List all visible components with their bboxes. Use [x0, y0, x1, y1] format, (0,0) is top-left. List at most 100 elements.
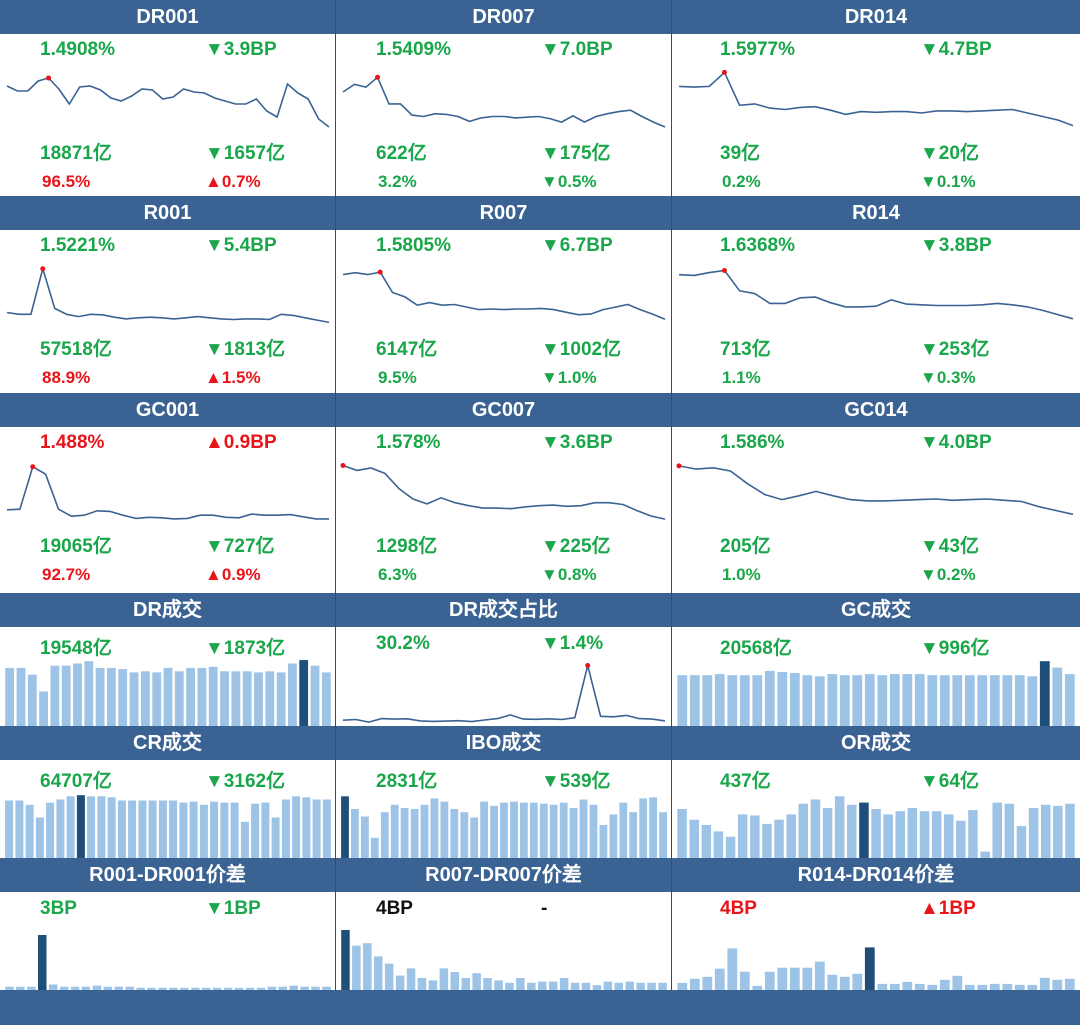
r014-series-line	[678, 269, 1074, 320]
panel-gc001: GC001 1.488% ▲0.9BP 19065亿 ▼727亿 92.7% ▲0.9%	[0, 393, 336, 593]
r001_dr001_spread-bar	[256, 987, 266, 990]
gc007-series-line	[342, 464, 666, 520]
r007-chart	[342, 269, 666, 320]
r014_dr014_spread-bar	[1052, 979, 1063, 990]
panel-r001: R001 1.5221% ▼5.4BP 57518亿 ▼1813亿 88.9% ▲1.5%	[0, 196, 336, 393]
r007_dr007_spread-bar	[406, 968, 416, 990]
or_vol-bar	[822, 808, 833, 858]
ibo_vol-bar	[370, 837, 379, 858]
ibo_vol-bar	[549, 804, 558, 858]
cr_vol-bar	[281, 799, 290, 858]
change-value: ▼1BP	[205, 898, 261, 919]
r014_dr014_spread-bar	[764, 971, 775, 990]
cr_vol-bar	[220, 802, 229, 858]
r001_dr001_spread-bar	[70, 986, 80, 990]
r001_dr001_spread-bar	[5, 986, 14, 990]
dr_vol-bar	[231, 671, 241, 726]
panel-dr_vol: DR成交 19548亿 ▼1873亿	[0, 593, 336, 726]
r007_dr007_spread-bar	[581, 982, 591, 990]
r007_dr007_spread-bar	[658, 982, 667, 990]
r014_dr014_spread-bar	[877, 983, 888, 990]
volume-change: ▼225亿	[541, 536, 611, 557]
dr_vol-bar	[197, 667, 207, 726]
dr_vol-bar	[152, 672, 162, 726]
or_vol-bar	[931, 811, 942, 858]
panel-ibo_vol: IBO成交 2831亿 ▼539亿	[336, 726, 672, 858]
r001_dr001_spread-bar	[59, 986, 69, 990]
r014_dr014_spread-bar	[889, 983, 900, 990]
r007_dr007_spread-bar	[538, 981, 547, 990]
r007_dr007_spread-bar	[614, 982, 623, 990]
r001_dr001_spread-chart	[5, 935, 331, 990]
ibo_vol-bar	[639, 798, 648, 858]
or_vol-bar	[968, 810, 978, 858]
r001_dr001_spread-bar	[202, 987, 211, 990]
r001_dr001_spread-bar	[125, 986, 134, 990]
r001_dr001_spread-bar	[38, 935, 47, 990]
dr_vol-bar	[118, 669, 128, 726]
r014_dr014_spread-bar	[902, 981, 913, 990]
or_vol-bar	[1004, 803, 1015, 858]
share-value: 9.5%	[378, 368, 417, 387]
change-value: ▼539亿	[541, 771, 611, 792]
r014_dr014_spread-bar	[789, 967, 800, 990]
or_vol-bar	[798, 803, 808, 858]
panel-r007: R007 1.5805% ▼6.7BP 6147亿 ▼1002亿 9.5% ▼1.0%	[336, 196, 672, 393]
share-value: 1.1%	[722, 368, 761, 387]
cr_vol-bar	[5, 800, 14, 858]
ibo_vol-bar	[510, 801, 518, 858]
gc_vol-bar	[689, 675, 700, 726]
r001_dr001_spread-bar	[158, 987, 167, 990]
dr_vol-bar	[95, 667, 105, 726]
share-value: 6.3%	[378, 565, 417, 584]
gc_vol-bar	[777, 672, 788, 726]
gc001-series-line	[6, 465, 329, 520]
gc_vol-bar	[752, 675, 763, 726]
panel-title: GC001	[0, 393, 335, 427]
cr_vol-bar	[56, 799, 65, 858]
r007_dr007_spread-bar	[505, 982, 514, 990]
r007_dr007_spread-bar	[647, 982, 656, 990]
dr_vol-bar	[39, 691, 48, 726]
cr_vol-bar	[240, 821, 249, 858]
gc_vol-bar	[877, 675, 888, 726]
r014_dr014_spread-bar	[1064, 978, 1075, 990]
cr_vol-bar	[76, 795, 85, 858]
dr001-series-line	[6, 77, 330, 128]
rate-change: ▼3.9BP	[205, 39, 277, 60]
r007_dr007_spread-bar	[603, 981, 613, 990]
ibo_vol-bar	[460, 812, 469, 858]
dr_vol-bar	[16, 667, 26, 726]
r001_dr001_spread-bar	[191, 987, 200, 990]
cr_vol-bar	[66, 796, 75, 858]
panel-title: DR成交	[0, 593, 335, 627]
ibo_vol-bar	[659, 812, 667, 858]
volume-value: 205亿	[720, 536, 771, 557]
r001_dr001_spread-bar	[267, 986, 277, 990]
r007_dr007_spread-bar	[527, 982, 536, 990]
share-change: ▼0.5%	[541, 172, 597, 191]
rate-value: 1.5977%	[720, 39, 796, 60]
or_vol-bar	[701, 825, 712, 858]
r014-chart	[678, 268, 1074, 320]
r007_dr007_spread-bar	[363, 943, 372, 990]
ibo_vol-bar	[341, 796, 349, 858]
r014_dr014_spread-bar	[814, 961, 825, 990]
r007-peak-marker	[377, 269, 383, 275]
r001-peak-marker	[40, 266, 46, 272]
cr_vol-bar	[169, 800, 178, 858]
cr_vol-bar	[46, 802, 55, 858]
r014_dr014_spread-bar	[839, 976, 850, 990]
change-value: ▼3162亿	[205, 771, 286, 792]
or_vol-bar	[762, 823, 772, 858]
or_vol-bar	[992, 802, 1002, 858]
main-value: 30.2%	[376, 633, 430, 654]
or_vol-bar	[859, 802, 869, 858]
dr007-peak-marker	[375, 74, 380, 80]
or_vol-bar	[810, 799, 821, 858]
gc_vol-bar	[1014, 675, 1025, 726]
gc007-chart	[340, 463, 666, 520]
gc_vol-bar	[852, 675, 863, 726]
gc_vol-bar	[1002, 675, 1013, 726]
ibo_vol-bar	[470, 817, 479, 858]
